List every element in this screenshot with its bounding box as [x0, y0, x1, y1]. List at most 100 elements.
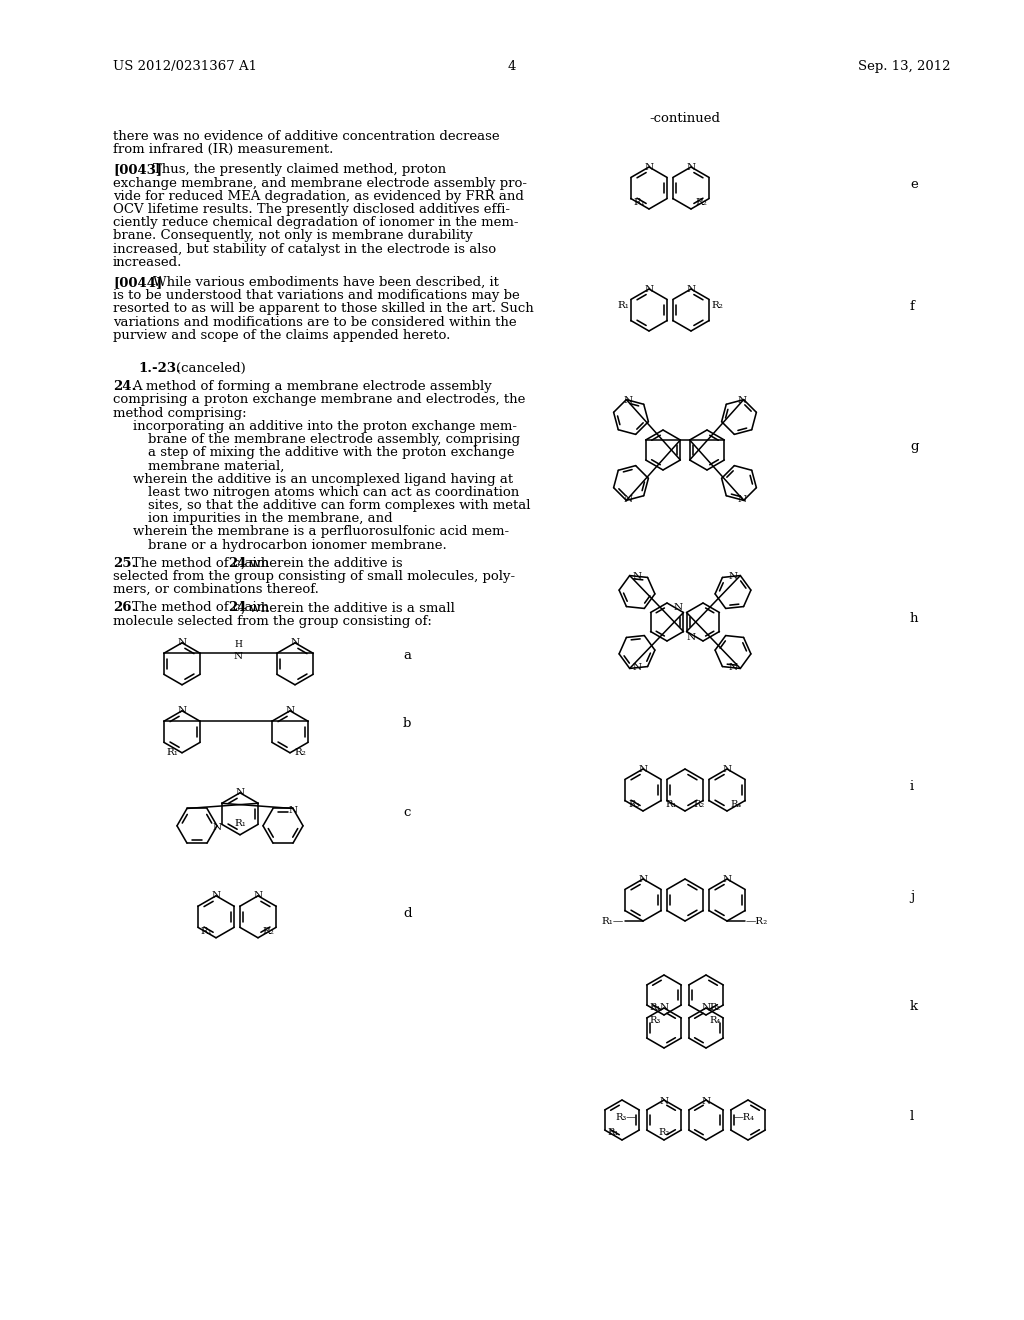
Text: N: N — [686, 285, 695, 293]
Text: brane of the membrane electrode assembly, comprising: brane of the membrane electrode assembly… — [148, 433, 520, 446]
Text: N: N — [701, 1097, 711, 1106]
Text: 4: 4 — [508, 59, 516, 73]
Text: R₁: R₁ — [608, 1129, 618, 1137]
Text: N: N — [177, 639, 186, 647]
Text: mers, or combinations thereof.: mers, or combinations thereof. — [113, 583, 318, 597]
Text: N: N — [737, 396, 746, 405]
Text: ciently reduce chemical degradation of ionomer in the mem-: ciently reduce chemical degradation of i… — [113, 216, 518, 230]
Text: exchange membrane, and membrane electrode assembly pro-: exchange membrane, and membrane electrod… — [113, 177, 527, 190]
Text: ion impurities in the membrane, and: ion impurities in the membrane, and — [148, 512, 392, 525]
Text: [0044]: [0044] — [113, 276, 162, 289]
Text: a step of mixing the additive with the proton exchange: a step of mixing the additive with the p… — [148, 446, 514, 459]
Text: N: N — [638, 874, 647, 883]
Text: The method of claim: The method of claim — [132, 602, 273, 614]
Text: R₂: R₂ — [294, 748, 306, 758]
Text: incorporating an additive into the proton exchange mem-: incorporating an additive into the proto… — [133, 420, 517, 433]
Text: R₁: R₁ — [633, 198, 645, 207]
Text: N: N — [737, 495, 746, 504]
Text: N: N — [233, 652, 243, 661]
Text: Sep. 13, 2012: Sep. 13, 2012 — [857, 59, 950, 73]
Text: The method of claim: The method of claim — [132, 557, 273, 570]
Text: 1.-23.: 1.-23. — [138, 362, 181, 375]
Text: N: N — [291, 639, 300, 647]
Text: R₁: R₁ — [166, 748, 178, 758]
Text: c: c — [403, 805, 411, 818]
Text: vide for reduced MEA degradation, as evidenced by FRR and: vide for reduced MEA degradation, as evi… — [113, 190, 524, 203]
Text: OCV lifetime results. The presently disclosed additives effi-: OCV lifetime results. The presently disc… — [113, 203, 510, 216]
Text: l: l — [910, 1110, 914, 1123]
Text: , wherein the additive is: , wherein the additive is — [241, 557, 402, 570]
Text: least two nitrogen atoms which can act as coordination: least two nitrogen atoms which can act a… — [148, 486, 519, 499]
Text: (canceled): (canceled) — [176, 362, 246, 375]
Text: e: e — [910, 178, 918, 191]
Text: is to be understood that variations and modifications may be: is to be understood that variations and … — [113, 289, 520, 302]
Text: N: N — [177, 706, 186, 715]
Text: R₁: R₁ — [666, 800, 677, 809]
Text: N: N — [674, 602, 683, 611]
Text: 25.: 25. — [113, 557, 136, 570]
Text: N: N — [644, 285, 653, 293]
Text: R₃: R₃ — [629, 800, 640, 809]
Text: 24: 24 — [228, 602, 247, 614]
Text: [0043]: [0043] — [113, 164, 162, 177]
Text: brane. Consequently, not only is membrane durability: brane. Consequently, not only is membran… — [113, 230, 473, 243]
Text: A method of forming a membrane electrode assembly: A method of forming a membrane electrode… — [132, 380, 492, 393]
Text: N: N — [659, 1003, 669, 1012]
Text: membrane material,: membrane material, — [148, 459, 285, 473]
Text: g: g — [910, 440, 919, 453]
Text: comprising a proton exchange membrane and electrodes, the: comprising a proton exchange membrane an… — [113, 393, 525, 407]
Text: method comprising:: method comprising: — [113, 407, 247, 420]
Text: N: N — [723, 764, 731, 774]
Text: d: d — [403, 907, 412, 920]
Text: N: N — [212, 824, 221, 833]
Text: 24: 24 — [228, 557, 247, 570]
Text: While various embodiments have been described, it: While various embodiments have been desc… — [153, 276, 499, 289]
Text: N: N — [633, 663, 642, 672]
Text: brane or a hydrocarbon ionomer membrane.: brane or a hydrocarbon ionomer membrane. — [148, 539, 446, 552]
Text: N: N — [686, 162, 695, 172]
Text: molecule selected from the group consisting of:: molecule selected from the group consist… — [113, 615, 432, 627]
Text: N: N — [687, 632, 696, 642]
Text: from infrared (IR) measurement.: from infrared (IR) measurement. — [113, 143, 334, 156]
Text: R₁: R₁ — [650, 1003, 662, 1012]
Text: N: N — [633, 572, 642, 581]
Text: j: j — [910, 890, 914, 903]
Text: N: N — [289, 807, 298, 814]
Text: R₁: R₁ — [234, 818, 246, 828]
Text: N: N — [728, 663, 737, 672]
Text: increased, but stability of catalyst in the electrode is also: increased, but stability of catalyst in … — [113, 243, 496, 256]
Text: k: k — [910, 1001, 919, 1012]
Text: increased.: increased. — [113, 256, 182, 269]
Text: US 2012/0231367 A1: US 2012/0231367 A1 — [113, 59, 257, 73]
Text: R₂: R₂ — [695, 198, 707, 207]
Text: R₂: R₂ — [711, 301, 723, 310]
Text: a: a — [403, 649, 411, 661]
Text: N: N — [723, 874, 731, 883]
Text: selected from the group consisting of small molecules, poly-: selected from the group consisting of sm… — [113, 570, 515, 583]
Text: N: N — [638, 764, 647, 774]
Text: 24.: 24. — [113, 380, 136, 393]
Text: purview and scope of the claims appended hereto.: purview and scope of the claims appended… — [113, 329, 451, 342]
Text: R₃: R₃ — [650, 1016, 662, 1026]
Text: sites, so that the additive can form complexes with metal: sites, so that the additive can form com… — [148, 499, 530, 512]
Text: 26.: 26. — [113, 602, 136, 614]
Text: R₂: R₂ — [658, 1129, 670, 1137]
Text: —R₄: —R₄ — [733, 1113, 755, 1122]
Text: resorted to as will be apparent to those skilled in the art. Such: resorted to as will be apparent to those… — [113, 302, 534, 315]
Text: R₃—: R₃— — [615, 1113, 636, 1122]
Text: N: N — [728, 572, 737, 581]
Text: wherein the membrane is a perfluorosulfonic acid mem-: wherein the membrane is a perfluorosulfo… — [133, 525, 509, 539]
Text: N: N — [253, 891, 262, 900]
Text: R₂: R₂ — [709, 1003, 720, 1012]
Text: N: N — [659, 1097, 669, 1106]
Text: R₁: R₁ — [200, 927, 212, 936]
Text: N: N — [624, 396, 633, 405]
Text: R₂: R₂ — [693, 800, 705, 809]
Text: R₂: R₂ — [262, 927, 273, 936]
Text: b: b — [403, 717, 412, 730]
Text: N: N — [624, 495, 633, 504]
Text: N: N — [644, 162, 653, 172]
Text: N: N — [211, 891, 220, 900]
Text: R₁: R₁ — [617, 301, 629, 310]
Text: , wherein the additive is a small: , wherein the additive is a small — [241, 602, 455, 614]
